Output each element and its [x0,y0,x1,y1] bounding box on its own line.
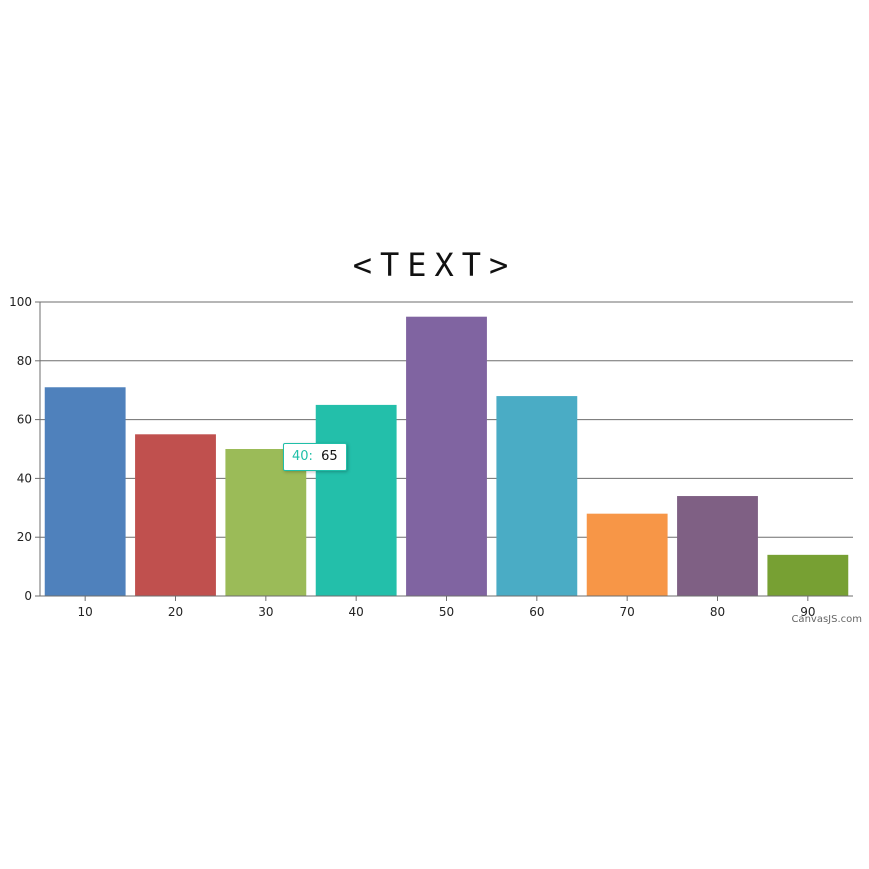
y-tick-label: 0 [24,589,32,603]
tooltip-key: 40: [292,449,313,464]
bar-50[interactable] [406,316,487,596]
x-tick-label: 90 [800,605,815,619]
y-tick-label: 60 [17,413,32,427]
chart-title: <TEXT> [352,246,517,284]
bar-80[interactable] [677,496,758,596]
x-tick-label: 30 [258,605,273,619]
y-tick-label: 80 [17,354,32,368]
x-tick-label: 20 [168,605,183,619]
bar-60[interactable] [496,396,578,596]
data-tooltip: 40: 65 [283,443,347,471]
x-tick-label: 10 [78,605,93,619]
bar-30[interactable] [225,449,307,596]
bar-70[interactable] [586,513,668,596]
y-tick-label: 20 [17,530,32,544]
y-tick-label: 100 [9,295,32,309]
bar-10[interactable] [44,387,126,596]
bar-20[interactable] [135,434,216,596]
credit-text[interactable]: CanvasJS.com [791,614,862,625]
x-tick-label: 80 [710,605,725,619]
y-tick-label: 40 [17,471,32,485]
x-tick-label: 60 [529,605,544,619]
x-tick-label: 50 [439,605,454,619]
x-tick-label: 40 [349,605,364,619]
tooltip-value: 65 [321,449,338,464]
bar-90[interactable] [767,554,849,596]
x-tick-label: 70 [620,605,635,619]
bar-40[interactable] [315,404,397,596]
